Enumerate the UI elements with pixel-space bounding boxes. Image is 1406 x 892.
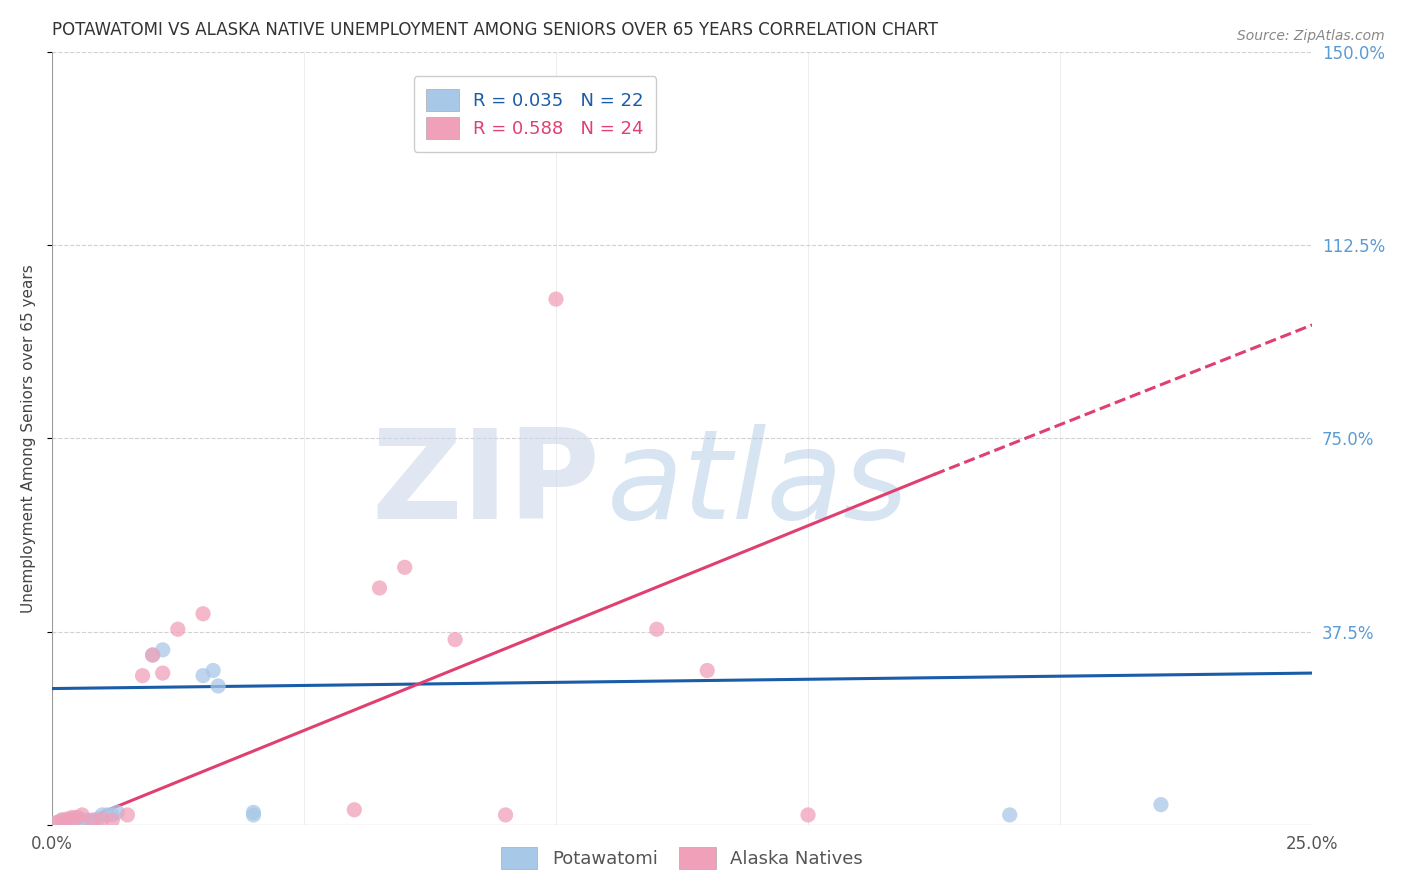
Point [56,812,79,826]
Point [51,813,73,827]
Text: POTAWATOMI VS ALASKA NATIVE UNEMPLOYMENT AMONG SENIORS OVER 65 YEARS CORRELATION: POTAWATOMI VS ALASKA NATIVE UNEMPLOYMENT… [52,21,938,39]
Y-axis label: Unemployment Among Seniors over 65 years: Unemployment Among Seniors over 65 years [21,264,35,613]
Point [242,805,264,820]
Point [152,643,174,657]
Point [394,560,416,574]
Point [76,813,98,827]
Point [45,815,67,830]
Point [191,607,214,621]
Point [368,581,391,595]
Text: atlas: atlas [606,425,908,545]
Point [191,668,214,682]
Point [142,648,165,662]
Point [444,632,467,647]
Point [998,808,1021,822]
Point [544,292,567,306]
Point [91,812,114,826]
Point [101,808,124,822]
Point [56,814,79,829]
Point [645,622,668,636]
Point [117,808,139,822]
Point [166,622,188,636]
Point [82,813,104,827]
Text: ZIP: ZIP [371,425,600,545]
Point [101,813,124,827]
Point [82,814,104,829]
Point [242,808,264,822]
Point [66,810,89,824]
Point [86,812,108,826]
Point [202,664,225,678]
Point [45,815,67,830]
Point [343,803,366,817]
Point [696,664,718,678]
Point [142,648,165,662]
Point [797,808,820,822]
Point [70,813,93,827]
Point [131,668,153,682]
Point [51,813,73,827]
Point [91,808,114,822]
Point [207,679,229,693]
Point [495,808,517,822]
Point [60,810,83,824]
Text: Source: ZipAtlas.com: Source: ZipAtlas.com [1237,29,1385,43]
Point [105,805,128,820]
Point [60,812,83,826]
Point [70,808,93,822]
Point [96,808,118,822]
Point [152,666,174,681]
Legend: Potawatomi, Alaska Natives: Potawatomi, Alaska Natives [492,838,872,878]
Point [66,810,89,824]
Point [1150,797,1173,812]
